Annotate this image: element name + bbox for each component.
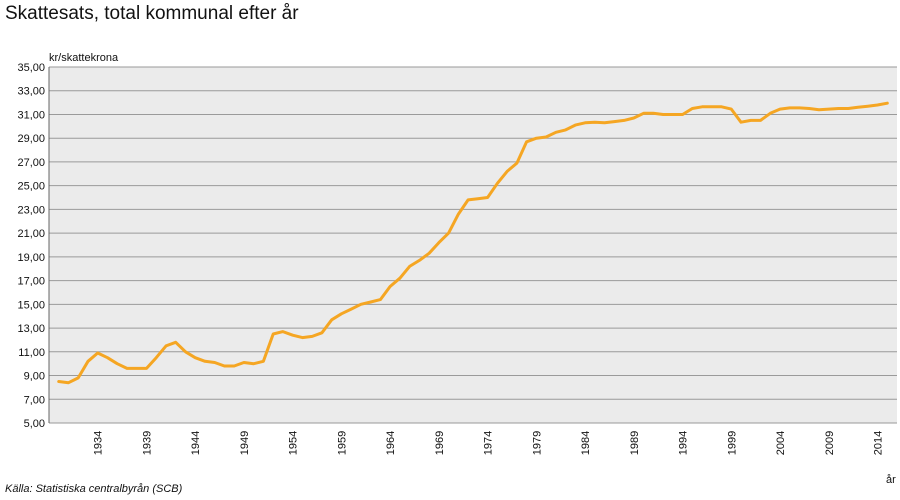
y-tick-label: 23,00 <box>17 204 45 216</box>
plot-area <box>49 67 897 423</box>
source-note: Källa: Statistiska centralbyrån (SCB) <box>5 483 183 495</box>
x-axis-ticks: 1934 1939 1944 1949 1954 1959 1964 1969 1974 1979… <box>93 431 885 455</box>
y-tick-label: 11,00 <box>18 347 45 359</box>
y-tick-label: 21,00 <box>17 228 45 240</box>
x-axis-unit-label: år <box>886 474 896 486</box>
y-tick-label: 29,00 <box>17 133 45 145</box>
x-tick-label: 1954 <box>288 431 300 455</box>
x-tick-label: 1974 <box>483 431 495 455</box>
y-axis-ticks: 5,00 7,00 9,00 11,00 13,00 15,00 17,00 19,00 21,… <box>17 62 45 430</box>
y-tick-label: 7,00 <box>24 394 45 406</box>
y-axis-unit-label: kr/skattekrona <box>49 52 119 64</box>
x-tick-label: 1939 <box>141 431 153 455</box>
y-tick-label: 9,00 <box>24 371 45 383</box>
y-tick-label: 27,00 <box>17 157 45 169</box>
x-tick-label: 2009 <box>824 431 836 455</box>
x-tick-label: 1984 <box>580 431 592 455</box>
x-tick-label: 1949 <box>239 431 251 455</box>
x-tick-label: 1994 <box>678 431 690 455</box>
y-tick-label: 13,00 <box>17 323 45 335</box>
chart-title: Skattesats, total kommunal efter år <box>5 3 299 24</box>
y-tick-label: 31,00 <box>17 109 45 121</box>
y-tick-label: 17,00 <box>17 276 45 288</box>
x-tick-label: 1944 <box>190 431 202 455</box>
x-tick-label: 1999 <box>726 431 738 455</box>
y-tick-label: 19,00 <box>17 252 45 264</box>
x-tick-label: 2004 <box>775 431 787 455</box>
x-tick-label: 1964 <box>385 431 397 455</box>
series-line <box>57 101 889 385</box>
gridlines <box>48 66 897 424</box>
y-tick-label: 25,00 <box>17 181 45 193</box>
y-tick-label: 15,00 <box>17 299 45 311</box>
x-tick-label: 1979 <box>531 431 543 455</box>
x-tick-label: 1989 <box>629 431 641 455</box>
x-tick-label: 1969 <box>434 431 446 455</box>
y-tick-label: 5,00 <box>24 418 45 430</box>
y-tick-label: 35,00 <box>17 62 45 74</box>
x-tick-label: 1934 <box>93 431 105 455</box>
x-tick-label: 2014 <box>873 431 885 455</box>
x-tick-label: 1959 <box>336 431 348 455</box>
y-tick-label: 33,00 <box>17 86 45 98</box>
